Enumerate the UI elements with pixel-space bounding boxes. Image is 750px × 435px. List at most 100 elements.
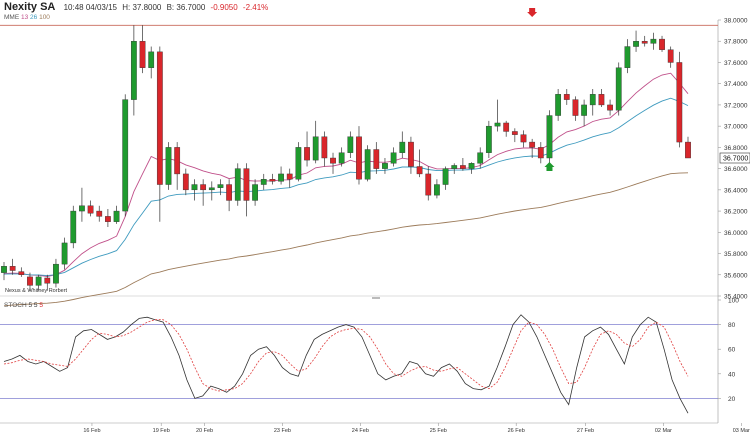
chart-header: Nexity SA 10:48 04/03/15 H: 37.8000 B: 3… [4, 1, 271, 13]
last-price-label: 36.7000 [723, 156, 748, 163]
candle-up [347, 136, 354, 153]
candle-down [408, 141, 414, 167]
price-tick-label: 35.6000 [724, 272, 748, 279]
mm-legend[interactable]: MME 13 26 100 [4, 14, 50, 21]
stoch-tick-label: 80 [728, 322, 736, 329]
stoch-d-line [3, 319, 689, 392]
candle-up [278, 173, 284, 182]
x-tick-label: 27 Feb [577, 428, 594, 434]
stoch-period-1: 5 [28, 302, 33, 309]
last-price-box [719, 152, 750, 164]
candle-up [485, 125, 492, 153]
x-tick-label: 02 Mar [655, 428, 672, 434]
candle-up [546, 115, 553, 159]
candle-down [373, 149, 380, 169]
candle-up [122, 99, 129, 212]
candle-down [537, 147, 544, 159]
candle-down [321, 136, 328, 159]
candle-down [676, 62, 683, 143]
candle-up [624, 46, 631, 68]
price-tick-label: 37.6000 [724, 60, 748, 67]
price-tick-label: 37.0000 [724, 124, 748, 131]
candle-up [312, 136, 319, 161]
stoch-tick-label: 20 [728, 396, 736, 403]
candle-down [667, 49, 674, 63]
x-tick-label: 23 Feb [274, 428, 291, 434]
candle-up [53, 263, 59, 284]
candle-down [356, 136, 362, 180]
stoch-period-3: 5 [39, 302, 43, 309]
candle-down [503, 122, 510, 132]
candle-down [416, 166, 423, 175]
quote-time: 10:48 04/03/15 [63, 3, 117, 12]
candle-up [130, 41, 137, 100]
stoch-legend[interactable]: STOCH 5 5 5 [4, 302, 43, 309]
price-tick-label: 36.6000 [724, 166, 748, 173]
candle-down [425, 173, 432, 196]
candle-down [139, 41, 146, 68]
candle-down [243, 168, 250, 201]
candle-up [555, 94, 562, 116]
candle-down [598, 94, 605, 106]
mm-period-1: 13 [20, 14, 29, 21]
candle-up [382, 163, 388, 169]
candle-up [35, 276, 42, 286]
candle-up [434, 184, 440, 196]
candle-down [18, 271, 25, 275]
mm26-line [3, 97, 689, 277]
candle-up [399, 141, 406, 153]
candle-up [633, 41, 639, 47]
candle-down [607, 104, 613, 111]
candle-down [659, 38, 665, 50]
mm-period-2: 26 [30, 14, 38, 21]
candle-up [589, 94, 596, 106]
mm100-line [3, 172, 689, 307]
stoch-k-line [3, 314, 689, 414]
quote-change: -0.9050 [210, 3, 238, 12]
quote-high: H: 37.8000 [122, 3, 162, 12]
candle-down [330, 157, 336, 164]
candle-down [563, 94, 570, 100]
candle-up [390, 152, 397, 164]
candle-down [226, 184, 232, 201]
quote-change-pct: -2.41% [242, 3, 269, 12]
candle-down [27, 276, 33, 286]
price-tick-label: 35.8000 [724, 251, 748, 258]
candle-up [477, 152, 484, 164]
mm-period-3: 100 [39, 14, 50, 21]
stoch-tick-label: 60 [728, 347, 736, 354]
candle-up [148, 51, 155, 68]
candle-up [650, 38, 657, 44]
price-tick-label: 38.0000 [724, 18, 748, 25]
candle-down [105, 216, 111, 222]
stoch-tick-label: 40 [728, 371, 736, 378]
price-tick-label: 35.4000 [724, 294, 748, 301]
stoch-label: STOCH [4, 302, 27, 309]
price-tick-label: 37.8000 [724, 39, 748, 46]
x-tick-label: 25 Feb [430, 428, 447, 434]
symbol-title: Nexity SA [4, 1, 56, 13]
candle-up [61, 242, 68, 265]
candle-down [685, 141, 691, 159]
candle-up [165, 147, 172, 185]
stoch-period-2: 5 [33, 302, 38, 309]
watermark: Nexus & Whitney Rorbert [5, 288, 68, 294]
candle-up [260, 179, 267, 185]
candle-down [641, 41, 648, 44]
candle-up [208, 187, 215, 191]
stoch-tick-label: 100 [728, 298, 739, 305]
candle-up [217, 184, 224, 188]
panel-splitter-handle [372, 297, 380, 299]
quote-low: B: 36.7000 [166, 3, 206, 12]
candle-up [70, 210, 77, 244]
candle-down [174, 147, 181, 175]
candle-up [1, 266, 7, 273]
candle-up [113, 210, 120, 222]
candle-up [295, 147, 302, 180]
candle-down [529, 141, 536, 148]
candle-down [87, 205, 94, 214]
candle-down [44, 277, 51, 284]
x-tick-label: 03 Mar [733, 428, 750, 434]
x-tick-label: 16 Feb [83, 428, 100, 434]
